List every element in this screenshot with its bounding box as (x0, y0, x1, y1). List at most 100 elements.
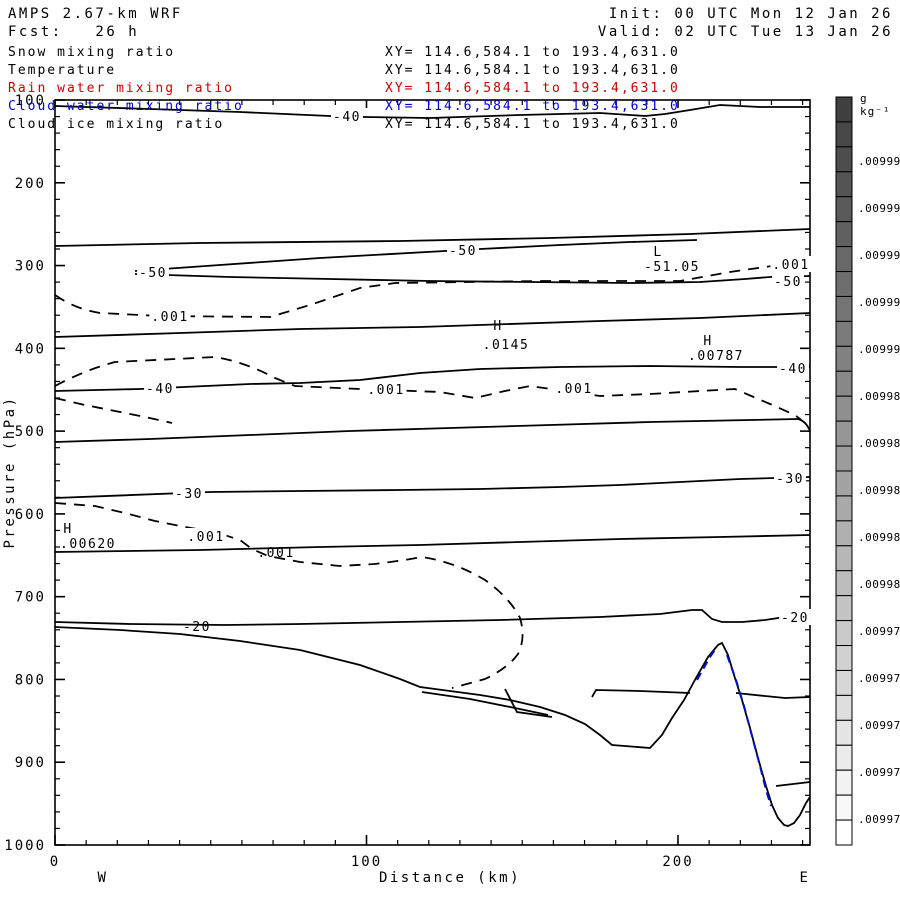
colorbar-cell (835, 595, 853, 622)
x-axis-title: Distance (km) (379, 870, 521, 886)
snow-mixing-ratio-contour (54, 356, 811, 428)
snow-mixing-ratio-contour (54, 397, 173, 424)
colorbar-cell (835, 345, 853, 372)
contour-label: -40 (333, 110, 361, 125)
colorbar-cell (835, 545, 853, 572)
contour-label: .001 (772, 258, 809, 273)
pressure-tick-label: 200 (15, 176, 46, 192)
colorbar-label: .00999 (858, 249, 900, 262)
colorbar-label: .00998 (858, 484, 900, 497)
colorbar-cell (835, 445, 853, 472)
temperature-terrain-contour (54, 626, 811, 827)
colorbar-label: .00997 (858, 766, 900, 779)
contour-label: -50 (774, 275, 802, 290)
east-label: E (800, 870, 811, 886)
distance-tick-label: 100 (351, 854, 382, 870)
distance-tick-label: 0 (50, 854, 60, 870)
colorbar-cell (835, 669, 853, 696)
temperature-terrain-contour (134, 273, 811, 284)
contour-label-mask (777, 360, 809, 376)
colorbar-cell (835, 794, 853, 821)
temperature-terrain-contour (54, 476, 811, 499)
legend-xy-temperature: XY= 114.6,584.1 to 193.4,631.0 (385, 63, 680, 78)
temperature-terrain-contour (54, 228, 811, 247)
snow-mixing-ratio-contour (54, 502, 524, 689)
contour-label: -50 (139, 266, 167, 281)
colorbar-cell (835, 146, 853, 173)
colorbar-cell (835, 819, 853, 846)
temperature-terrain-contour (54, 534, 811, 553)
contour-label-mask (185, 528, 227, 544)
contour-label: H (63, 522, 72, 537)
colorbar-unit: g kg⁻¹ (860, 92, 891, 118)
colorbar-cell (835, 395, 853, 422)
colorbar-label: .00998 (858, 437, 900, 450)
colorbar-cell (835, 645, 853, 671)
colorbar-cell (835, 121, 853, 148)
pressure-tick-label: 100 (15, 93, 46, 109)
legend-xy-cloud-ice: XY= 114.6,584.1 to 193.4,631.0 (385, 117, 680, 132)
temperature-terrain-contour (504, 688, 553, 718)
pressure-tick-label: 700 (15, 590, 46, 606)
legend-xy-rain: XY= 114.6,584.1 to 193.4,631.0 (385, 81, 680, 96)
y-axis-title: Pressure (hPa) (2, 395, 18, 548)
colorbar-label: .00999 (858, 202, 900, 215)
colorbar-cell (835, 620, 853, 647)
contour-label-mask (365, 381, 407, 397)
contour-label-mask (553, 380, 595, 396)
temperature-terrain-contour (775, 781, 811, 787)
legend-item-temperature: Temperature (8, 63, 117, 78)
colorbar-cell (835, 420, 853, 447)
temperature-terrain-contour (54, 365, 810, 392)
contour-label-mask (173, 485, 205, 501)
cloud-water-mixing-ratio-contour (726, 654, 772, 807)
contour-label-mask (144, 380, 176, 396)
legend-item-cloud-ice: Cloud ice mixing ratio (8, 117, 225, 132)
colorbar-label: .00998 (858, 531, 900, 544)
colorbar-label: .00998 (858, 390, 900, 403)
colorbar-cell (835, 470, 853, 497)
contour-label: .00787 (688, 349, 744, 364)
temperature-terrain-contour (54, 104, 810, 119)
colorbar-cell (835, 520, 853, 547)
pressure-tick-label: 400 (15, 341, 46, 357)
colorbar-cell (835, 196, 853, 223)
contour-label: .001 (367, 383, 404, 398)
legend-xy-cloud-water: XY= 114.6,584.1 to 193.4,631.0 (385, 99, 680, 114)
contour-label: -51.05 (644, 260, 700, 275)
valid-time: Valid: 02 UTC Tue 13 Jan 26 (597, 24, 893, 40)
contour-label: .001 (555, 382, 592, 397)
plot-frame (54, 99, 811, 846)
colorbar-cell (835, 719, 853, 746)
contour-label: .001 (151, 310, 188, 325)
distance-tick-label: 200 (662, 854, 693, 870)
contour-label: .00620 (60, 537, 116, 552)
colorbar-cell (835, 246, 853, 273)
colorbar-label: .00997 (858, 719, 900, 732)
colorbar-label: .00997 (858, 625, 900, 638)
contour-label-mask (770, 256, 812, 272)
colorbar-cell (835, 320, 853, 347)
colorbar-label: .00998 (858, 578, 900, 591)
colorbar-cell (835, 744, 853, 771)
temperature-terrain-contour (54, 418, 811, 443)
contour-label: .0145 (483, 338, 530, 353)
colorbar-cell (835, 370, 853, 397)
pressure-tick-label: 1000 (4, 838, 46, 854)
colorbar-cell (835, 271, 853, 297)
pressure-tick-label: 800 (15, 672, 46, 688)
temperature-terrain-contour (735, 692, 811, 699)
contour-label-mask (331, 108, 363, 124)
cloud-water-mixing-ratio-contour (696, 646, 718, 681)
west-label: W (98, 870, 109, 886)
colorbar-cell (835, 570, 853, 597)
colorbar-label: .00999 (858, 155, 900, 168)
legend-xy-snow: XY= 114.6,584.1 to 193.4,631.0 (385, 45, 680, 60)
contour-label: -40 (146, 382, 174, 397)
contour-label-mask (149, 308, 191, 324)
contour-label-mask (774, 470, 806, 486)
snow-mixing-ratio-contour (54, 258, 811, 318)
contour-label: -20 (781, 611, 809, 626)
colorbar-cell (835, 694, 853, 721)
